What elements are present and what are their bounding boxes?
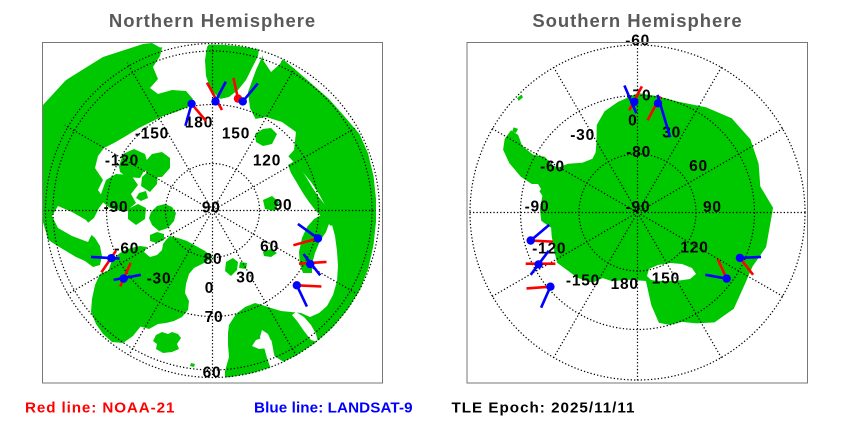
svg-text:60: 60 xyxy=(689,158,708,175)
svg-text:30: 30 xyxy=(662,125,681,142)
svg-text:60: 60 xyxy=(260,239,279,256)
svg-text:-150: -150 xyxy=(135,126,169,143)
svg-text:90: 90 xyxy=(703,199,722,216)
svg-text:Blue line: LANDSAT-9: Blue line: LANDSAT-9 xyxy=(254,400,413,417)
svg-text:0: 0 xyxy=(628,113,637,130)
svg-text:150: 150 xyxy=(222,126,250,143)
svg-text:-60: -60 xyxy=(114,240,139,257)
svg-text:90: 90 xyxy=(274,197,293,214)
svg-text:-90: -90 xyxy=(626,199,651,216)
svg-text:-80: -80 xyxy=(626,144,651,161)
svg-text:80: 80 xyxy=(204,251,223,268)
svg-text:70: 70 xyxy=(205,309,224,326)
svg-text:30: 30 xyxy=(236,270,255,287)
svg-text:-30: -30 xyxy=(570,127,595,144)
svg-text:60: 60 xyxy=(203,365,222,382)
svg-text:150: 150 xyxy=(652,271,680,288)
svg-text:-120: -120 xyxy=(105,153,139,170)
svg-text:120: 120 xyxy=(253,153,281,170)
svg-text:Southern Hemisphere: Southern Hemisphere xyxy=(532,10,742,31)
svg-text:0: 0 xyxy=(205,280,214,297)
svg-text:-60: -60 xyxy=(540,158,565,175)
svg-text:TLE Epoch: 2025/11/11: TLE Epoch: 2025/11/11 xyxy=(452,400,636,417)
svg-text:-120: -120 xyxy=(532,240,566,257)
svg-text:-90: -90 xyxy=(525,199,550,216)
svg-text:-30: -30 xyxy=(147,271,172,288)
svg-text:-60: -60 xyxy=(625,32,650,49)
svg-text:90: 90 xyxy=(202,200,221,217)
svg-text:-90: -90 xyxy=(104,199,129,216)
svg-text:120: 120 xyxy=(680,240,708,257)
svg-text:Northern Hemisphere: Northern Hemisphere xyxy=(109,10,316,31)
svg-text:180: 180 xyxy=(611,276,639,293)
svg-text:Red line: NOAA-21: Red line: NOAA-21 xyxy=(25,400,175,417)
svg-text:-150: -150 xyxy=(566,273,600,290)
